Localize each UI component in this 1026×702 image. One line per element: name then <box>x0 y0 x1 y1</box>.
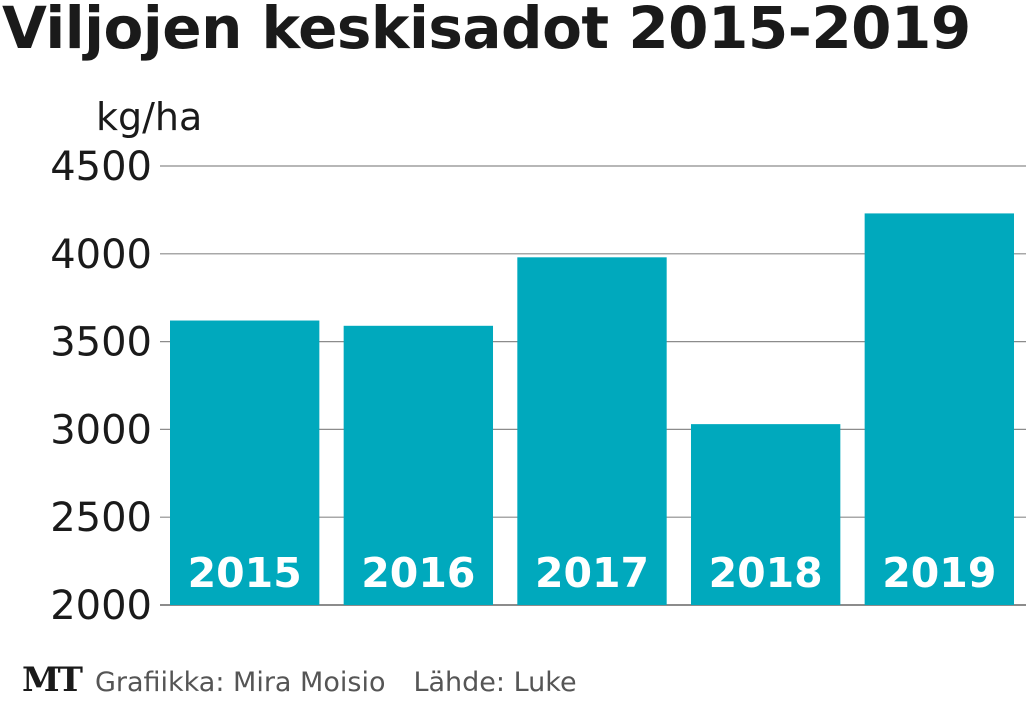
y-tick-label-4000: 4000 <box>50 232 152 278</box>
footer: MT Grafiikka: Mira Moisio Lähde: Luke <box>22 660 605 700</box>
category-label-2018: 2018 <box>709 549 823 597</box>
graphics-credit: Grafiikka: Mira Moisio <box>94 667 386 698</box>
bar-2018 <box>690 424 841 605</box>
bar-2019 <box>864 213 1014 606</box>
bars <box>170 213 1014 606</box>
category-label-2019: 2019 <box>882 549 996 597</box>
category-label-2017: 2017 <box>535 549 649 597</box>
y-tick-label-3000: 3000 <box>50 407 152 453</box>
category-label-2016: 2016 <box>361 549 475 597</box>
chart-title: Viljojen keskisadot 2015-2019 <box>2 0 971 62</box>
bar-labels: 2015 2016 2017 2018 2019 <box>188 549 997 597</box>
y-tick-label-4500: 4500 <box>50 144 152 190</box>
y-tick-label-3500: 3500 <box>50 320 152 366</box>
bar-2016 <box>343 325 494 605</box>
category-label-2015: 2015 <box>188 549 302 597</box>
y-axis-unit-label: kg/ha <box>96 95 202 139</box>
bar-2015 <box>170 320 320 605</box>
bar-2017 <box>517 257 667 605</box>
source-credit: Lähde: Luke <box>413 667 577 698</box>
y-tick-label-2000: 2000 <box>50 583 152 629</box>
mt-logo: MT <box>22 660 83 700</box>
y-tick-label-2500: 2500 <box>50 495 152 541</box>
y-axis-ticks: 2000 2500 3000 3500 4000 4500 <box>50 144 152 629</box>
